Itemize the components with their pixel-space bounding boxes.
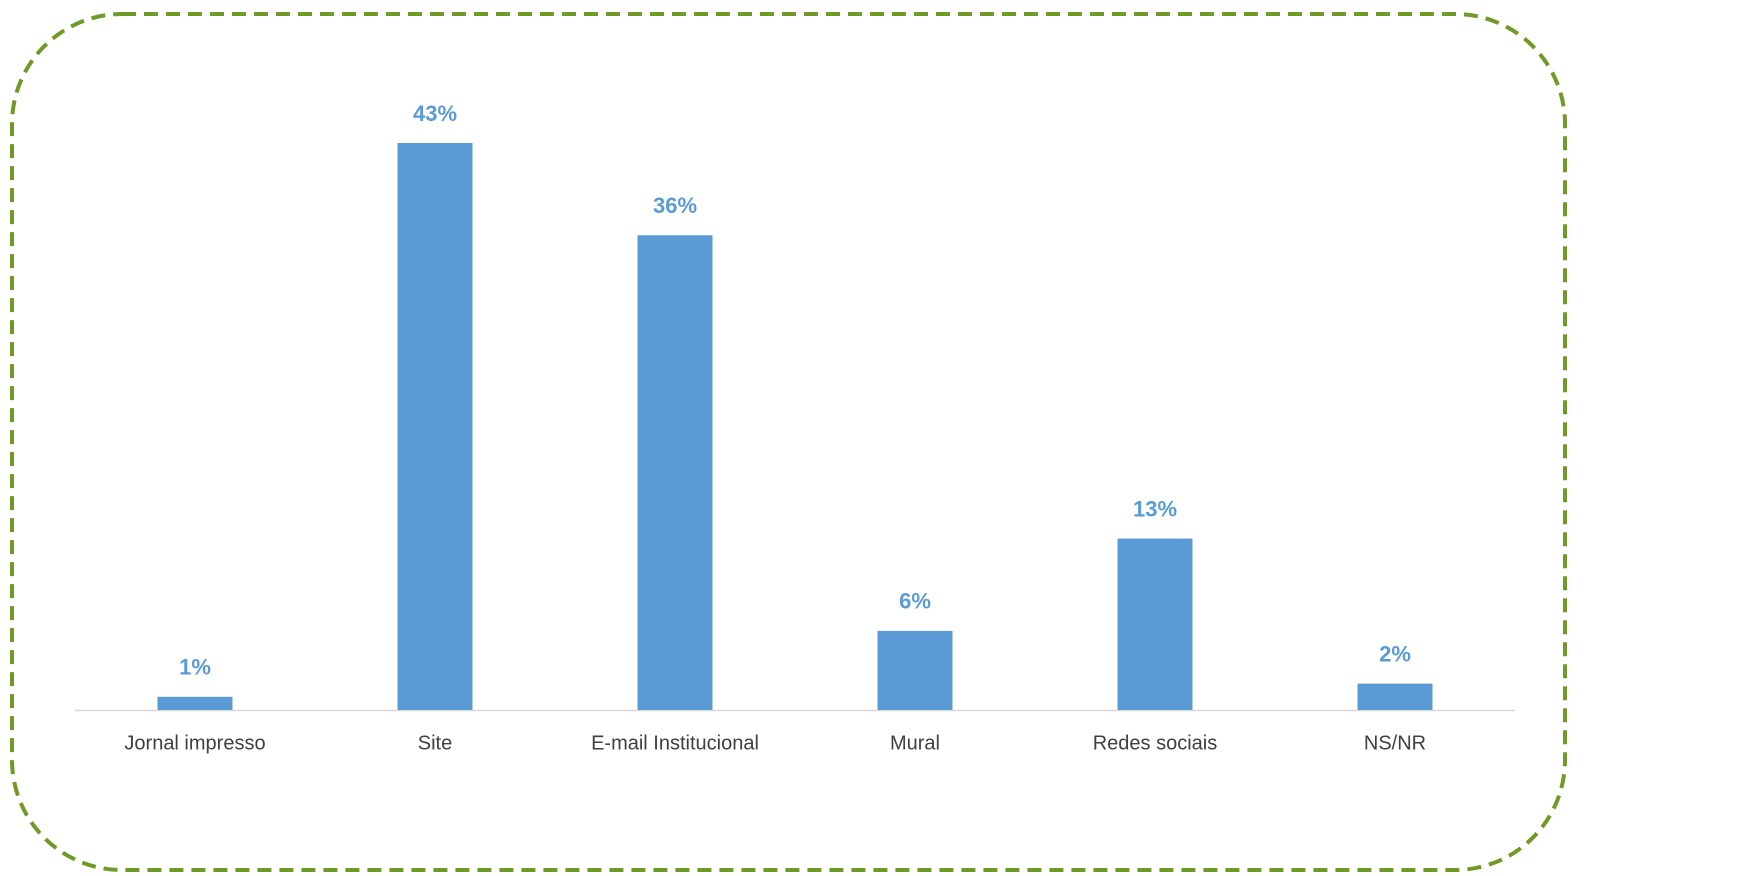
bar bbox=[397, 143, 473, 710]
dashed-frame bbox=[10, 12, 1567, 872]
x-tick-label: E-mail Institucional bbox=[591, 732, 759, 754]
data-label: 43% bbox=[413, 101, 457, 126]
bar bbox=[637, 235, 713, 711]
data-label: 1% bbox=[179, 655, 211, 680]
bar bbox=[1117, 538, 1193, 710]
data-label: 6% bbox=[899, 589, 931, 614]
bar bbox=[157, 696, 233, 710]
x-tick-label: Jornal impresso bbox=[124, 732, 265, 754]
x-tick-label: Redes sociais bbox=[1093, 732, 1218, 754]
data-label: 36% bbox=[653, 193, 697, 218]
data-label: 13% bbox=[1133, 496, 1177, 521]
x-tick-label: Site bbox=[418, 732, 452, 754]
bar bbox=[1357, 683, 1433, 710]
x-tick-label: NS/NR bbox=[1364, 732, 1426, 754]
bar bbox=[877, 630, 953, 710]
x-tick-label: Mural bbox=[890, 732, 940, 754]
data-label: 2% bbox=[1379, 641, 1411, 666]
